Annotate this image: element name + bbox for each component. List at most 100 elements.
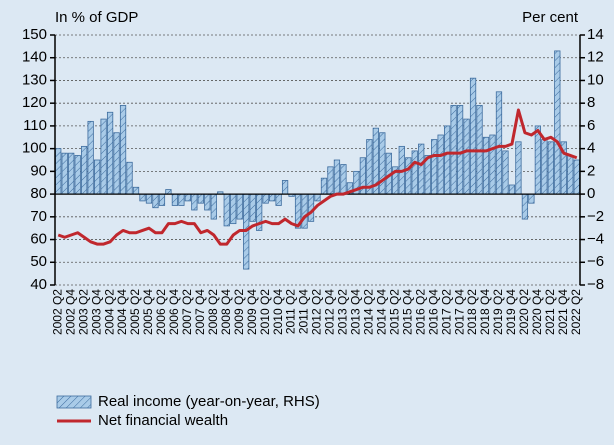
bar — [463, 118, 470, 195]
x-tick-label: 2019 Q4 — [504, 289, 518, 335]
bar — [411, 150, 418, 195]
x-tick-label: 2005 Q4 — [141, 289, 155, 335]
x-tick-label: 2021 Q2 — [543, 289, 557, 335]
bar — [184, 193, 191, 202]
bar — [405, 157, 412, 195]
y-tick-label: 70 — [30, 208, 47, 225]
x-tick-label: 2009 Q2 — [232, 289, 246, 335]
bar — [281, 180, 289, 195]
y-tick-label: 50 — [30, 253, 47, 270]
x-tick-label: 2021 Q4 — [556, 289, 570, 335]
legend-label: Real income (year-on-year, RHS) — [98, 393, 320, 410]
bar — [152, 193, 159, 209]
bar — [437, 134, 444, 195]
bar — [567, 155, 574, 195]
bar — [106, 111, 114, 195]
x-tick-label: 2016 Q2 — [413, 289, 427, 335]
bar — [573, 159, 580, 195]
x-tick-label: 2018 Q4 — [478, 289, 492, 335]
x-tick-label: 2017 Q2 — [439, 289, 453, 335]
x-tick-label: 2014 Q2 — [362, 289, 376, 335]
legend-label: Net financial wealth — [98, 412, 228, 429]
y-tick-label: 60 — [30, 231, 47, 248]
x-tick-label: 2011 Q4 — [297, 289, 311, 334]
bar — [230, 193, 237, 225]
bar — [515, 141, 522, 195]
bar — [165, 189, 172, 195]
bar — [379, 132, 386, 195]
bar — [210, 193, 217, 220]
bar — [495, 91, 503, 195]
bar — [450, 105, 457, 195]
x-tick-label: 2009 Q4 — [245, 289, 259, 335]
y-tick-label: 150 — [22, 26, 47, 43]
line — [57, 108, 578, 246]
bar — [444, 125, 451, 195]
bar — [521, 193, 529, 220]
bar — [502, 150, 509, 195]
x-tick-label: 2006 Q2 — [154, 289, 168, 335]
x-tick-label: 2015 Q4 — [400, 289, 414, 335]
y2-tick-label: 14 — [587, 26, 604, 43]
x-tick-label: 2002 Q2 — [50, 289, 64, 335]
x-tick-label: 2004 Q2 — [102, 289, 116, 335]
legend-swatch — [56, 395, 92, 409]
x-tick-label: 2020 Q4 — [530, 289, 544, 335]
x-tick-label: 2014 Q4 — [374, 289, 388, 335]
bar — [87, 120, 94, 195]
bar — [275, 193, 282, 206]
x-tick-label: 2008 Q4 — [219, 289, 233, 335]
bar — [301, 193, 308, 229]
bar — [74, 155, 81, 195]
bar — [236, 193, 243, 220]
bar — [171, 193, 179, 206]
x-tick-label: 2003 Q2 — [76, 289, 90, 335]
y-tick-label: 120 — [22, 94, 47, 111]
bar — [191, 193, 198, 211]
x-tick-label: 2016 Q4 — [426, 289, 440, 335]
x-tick-label: 2019 Q2 — [491, 289, 505, 335]
bar — [418, 143, 425, 195]
x-tick-label: 2013 Q4 — [349, 289, 363, 335]
y-tick-label: 100 — [22, 140, 47, 157]
bar — [269, 193, 276, 202]
bar — [314, 193, 321, 202]
bar — [307, 193, 315, 222]
x-tick-label: 2002 Q4 — [63, 289, 77, 335]
x-tick-label: 2007 Q4 — [193, 289, 207, 335]
x-tick-label: 2005 Q2 — [128, 289, 142, 335]
y2-tick-label: −6 — [587, 253, 604, 270]
bar — [100, 118, 107, 195]
y2-tick-label: 4 — [587, 140, 595, 157]
y2-tick-label: −4 — [587, 231, 604, 248]
bar — [55, 148, 62, 195]
bar — [554, 50, 561, 195]
bar — [126, 161, 133, 195]
y-tick-label: 90 — [30, 162, 47, 179]
bar — [431, 139, 438, 195]
x-tick-label: 2003 Q4 — [89, 289, 103, 335]
bar — [61, 152, 68, 195]
bar — [249, 193, 256, 222]
bar — [489, 134, 496, 195]
bar — [197, 193, 204, 204]
bar — [327, 166, 334, 195]
x-tick-label: 2015 Q2 — [387, 289, 401, 335]
y-tick-label: 40 — [30, 276, 47, 293]
bar — [145, 193, 153, 204]
y2-tick-label: 0 — [587, 185, 595, 202]
x-tick-label: 2018 Q2 — [465, 289, 479, 335]
y2-tick-label: 12 — [587, 49, 604, 66]
x-tick-label: 2006 Q4 — [167, 289, 181, 335]
y2-tick-label: −8 — [587, 276, 604, 293]
y-tick-label: 80 — [30, 185, 47, 202]
bar — [94, 159, 101, 195]
bar — [456, 105, 464, 195]
x-tick-label: 2022 Q2 — [569, 289, 583, 335]
x-tick-label: 2010 Q4 — [271, 289, 285, 335]
x-tick-label: 2012 Q4 — [323, 289, 337, 335]
y2-tick-label: 2 — [587, 162, 595, 179]
y2-tick-label: 6 — [587, 117, 595, 134]
y-tick-label: 140 — [22, 49, 47, 66]
y-axis-label: In % of GDP — [55, 9, 138, 26]
